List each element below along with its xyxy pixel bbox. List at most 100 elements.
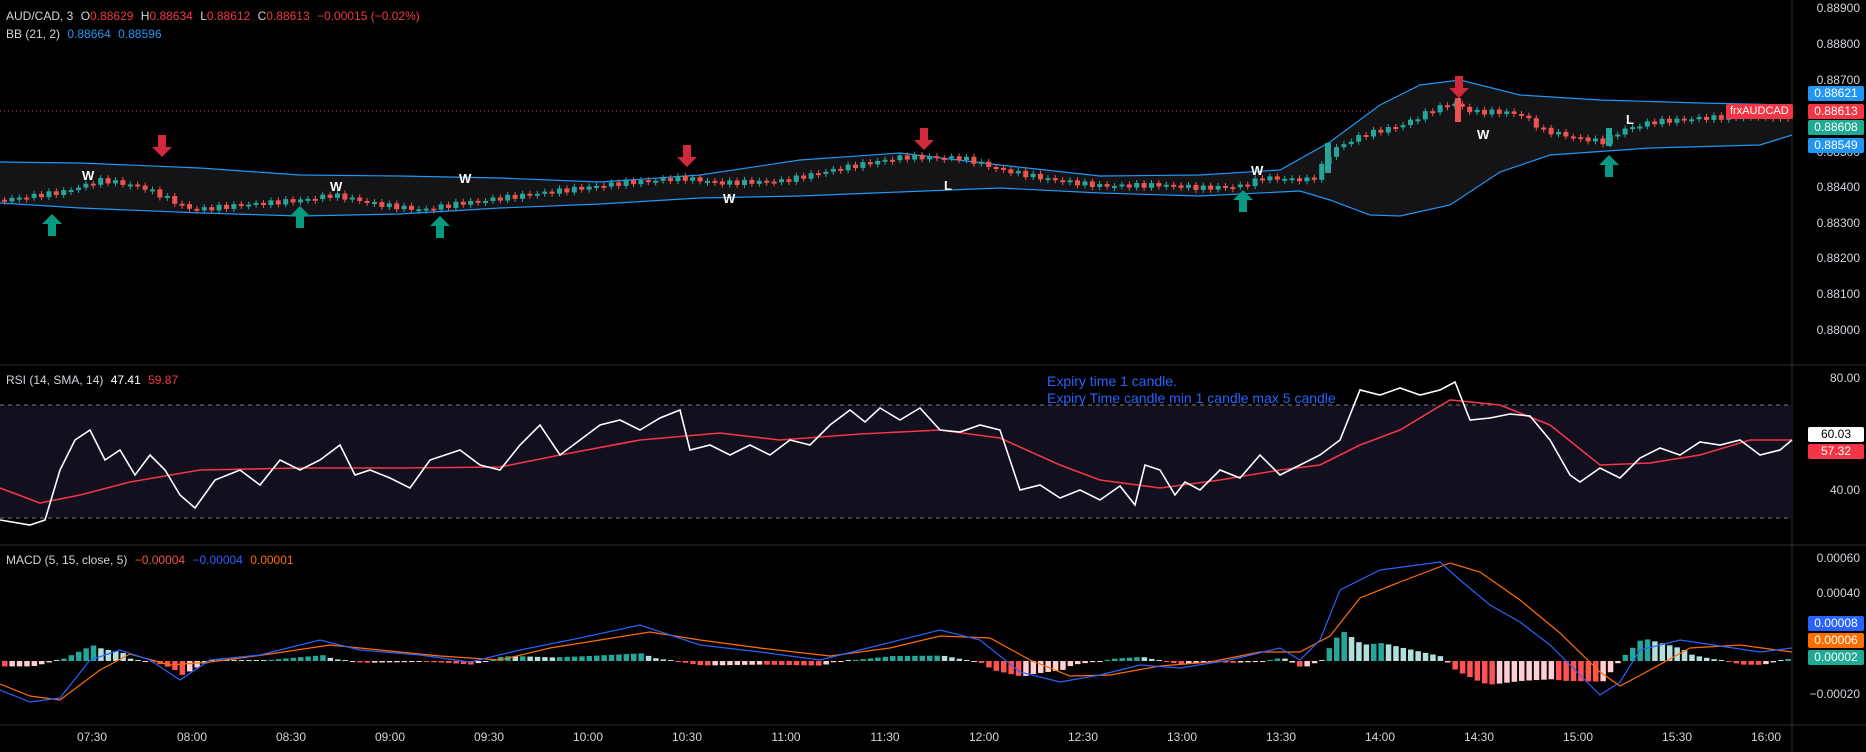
candle-body	[712, 180, 718, 183]
candle-body	[1200, 185, 1206, 190]
time-tick: 16:00	[1750, 730, 1782, 744]
main-legend[interactable]: AUD/CAD, 3 O0.88629 H0.88634 L0.88612 C0…	[6, 9, 424, 23]
candle-body	[697, 177, 703, 182]
candle-body	[1659, 118, 1665, 125]
candle-body	[1482, 109, 1487, 115]
histogram-bar	[1704, 657, 1710, 661]
candle-body	[283, 199, 289, 205]
candle-body	[68, 190, 74, 193]
histogram-bar	[638, 653, 644, 661]
histogram-bar	[853, 659, 859, 661]
candle-body	[1393, 127, 1399, 130]
bb-mid-badge: 0.88608	[1808, 120, 1864, 135]
arrow-down-icon	[1449, 76, 1469, 98]
histogram-bar	[187, 661, 193, 672]
histogram-bar	[1060, 661, 1066, 670]
histogram-bar	[808, 661, 815, 666]
histogram-bar	[816, 661, 822, 666]
bb-upper-badge: 0.88621	[1808, 86, 1864, 101]
price-tick: 0.88900	[1816, 1, 1860, 15]
histogram-bar	[76, 651, 82, 661]
candle-body	[268, 200, 274, 206]
candle-body	[83, 183, 89, 188]
histogram-bar	[283, 658, 289, 661]
histogram-bar	[1415, 651, 1421, 661]
candle-body	[187, 204, 192, 209]
candle-body	[557, 188, 562, 194]
histogram-bar	[1726, 661, 1732, 662]
macd-name[interactable]: MACD (5, 15, close, 5)	[6, 553, 128, 567]
candle-body	[438, 204, 444, 210]
macd-legend[interactable]: MACD (5, 15, close, 5) −0.00004 −0.00004…	[6, 553, 298, 567]
histogram-bar	[9, 661, 15, 667]
candle-body	[505, 194, 511, 201]
histogram-bar	[497, 656, 504, 661]
histogram-bar	[364, 661, 371, 663]
candle-body	[608, 182, 614, 187]
histogram-bar	[668, 660, 674, 661]
candle-body	[949, 156, 955, 159]
candle-body	[616, 182, 622, 186]
rsi-legend[interactable]: RSI (14, SMA, 14) 47.41 59.87	[6, 373, 182, 387]
candle-body	[1704, 116, 1709, 120]
histogram-bar	[1393, 646, 1399, 661]
histogram-bar	[1607, 661, 1614, 673]
time-tick: 07:30	[76, 730, 108, 744]
candle-body	[1504, 111, 1510, 114]
high-value: 0.88634	[149, 9, 193, 23]
histogram-bar	[438, 661, 445, 663]
signal-label: W	[82, 168, 95, 183]
macd-signal-badge: 0.00006	[1808, 633, 1864, 648]
low-key: L	[200, 9, 207, 23]
rsi-band-background	[0, 405, 1792, 518]
time-tick: 08:30	[275, 730, 307, 744]
histogram-bar	[431, 661, 437, 663]
candle-body	[1422, 111, 1428, 120]
histogram-bar	[335, 659, 341, 661]
histogram-bar	[1770, 661, 1777, 663]
histogram-bar	[135, 660, 141, 661]
histogram-bar	[1311, 661, 1318, 664]
histogram-bar	[867, 658, 874, 661]
rsi-name[interactable]: RSI (14, SMA, 14)	[6, 373, 104, 387]
histogram-bar	[423, 661, 430, 663]
symbol-label[interactable]: AUD/CAD, 3	[6, 9, 74, 23]
histogram-bar	[1408, 649, 1414, 661]
candle-body	[1097, 184, 1103, 188]
histogram-bar	[1104, 659, 1111, 661]
histogram-bar	[956, 658, 963, 661]
bb-name[interactable]: BB (21, 2)	[6, 27, 61, 41]
histogram-bar	[771, 661, 778, 665]
candle-body	[150, 189, 155, 192]
candle-body	[1541, 127, 1547, 130]
rsi-sma-line	[0, 399, 1792, 504]
histogram-bar	[120, 652, 126, 661]
candle-body	[305, 198, 311, 201]
candle-body	[1467, 106, 1473, 113]
arrow-up-icon	[430, 216, 450, 238]
candle-body	[179, 203, 185, 206]
candle-body	[246, 204, 252, 207]
bb-legend[interactable]: BB (21, 2) 0.88664 0.88596	[6, 27, 166, 41]
candle-body	[401, 205, 407, 210]
histogram-bar	[475, 661, 482, 664]
candle-body	[113, 180, 118, 184]
arrow-up-icon	[1233, 190, 1253, 212]
candle-body	[786, 179, 792, 182]
time-tick: 10:30	[671, 730, 703, 744]
candle-body	[771, 181, 777, 184]
candle-body	[90, 183, 96, 186]
candle-body	[808, 173, 814, 179]
time-tick: 14:30	[1463, 730, 1495, 744]
histogram-bar	[719, 661, 726, 666]
histogram-bar	[1178, 661, 1185, 665]
histogram-bar	[1615, 661, 1621, 664]
histogram-bar	[1437, 656, 1444, 661]
candle-body	[1119, 184, 1125, 187]
candle-body	[194, 208, 200, 211]
candle-body	[1496, 109, 1502, 114]
candle-body	[157, 189, 163, 198]
histogram-bar	[986, 661, 992, 668]
candle-body	[253, 202, 259, 205]
